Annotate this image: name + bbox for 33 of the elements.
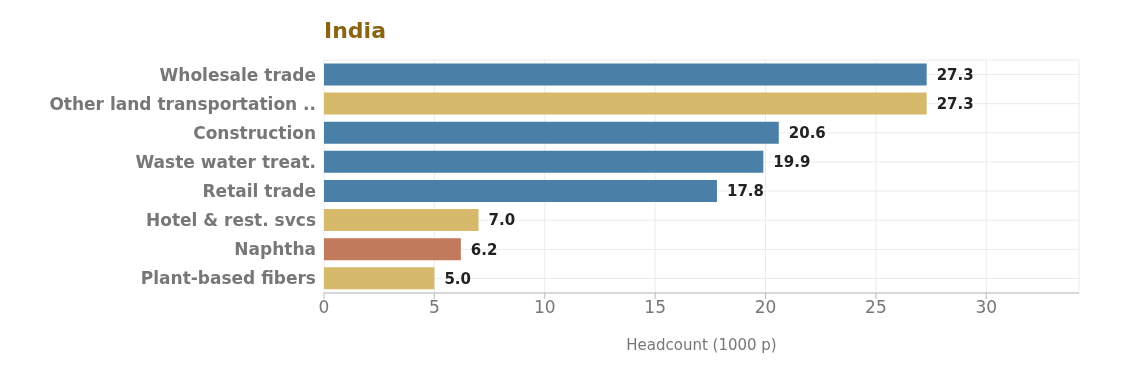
bar	[324, 121, 779, 144]
x-tick-label: 30	[975, 297, 998, 318]
x-tick-label: 5	[428, 297, 440, 318]
y-tick-label: Construction	[193, 122, 316, 143]
chart-title: India	[324, 18, 386, 43]
data-label: 5.0	[444, 269, 471, 288]
x-tick-label: 0	[318, 297, 330, 318]
x-tick-label: 25	[865, 297, 887, 318]
data-label: 27.3	[936, 94, 974, 113]
bar	[324, 150, 764, 173]
data-label: 7.0	[488, 211, 516, 230]
bar	[324, 238, 461, 261]
x-tick-label: 15	[644, 297, 666, 318]
data-label: 27.3	[936, 65, 974, 84]
x-tick-label: 10	[533, 297, 556, 318]
y-tick-label: Plant-based fibers	[140, 268, 316, 289]
x-axis-title: Headcount (1000 p)	[626, 336, 777, 354]
y-tick-label: Naphtha	[234, 239, 316, 260]
x-tick-label: 20	[754, 297, 777, 318]
y-tick-label: Waste water treat.	[135, 151, 316, 172]
y-tick-label: Wholesale trade	[159, 64, 316, 85]
data-label: 19.9	[773, 153, 811, 172]
bar	[324, 267, 435, 290]
bar	[324, 180, 717, 202]
data-label: 17.8	[726, 182, 764, 201]
data-label: 20.6	[788, 124, 826, 143]
bar	[324, 209, 479, 232]
y-tick-label: Other land transportation ..	[49, 93, 316, 114]
data-label: 6.2	[470, 240, 498, 259]
bar	[324, 92, 927, 115]
bar	[324, 63, 927, 86]
y-tick-label: Hotel & rest. svcs	[146, 210, 316, 231]
y-tick-label: Retail trade	[202, 181, 316, 202]
